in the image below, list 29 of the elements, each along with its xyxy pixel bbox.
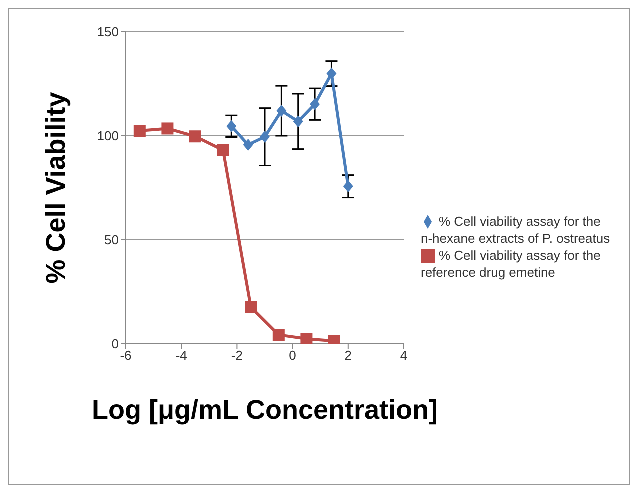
legend-label: % Cell viability assay for the reference drug emetine [421, 248, 601, 280]
x-tick-label: -6 [120, 348, 132, 364]
y-tick-label: 150 [97, 24, 119, 40]
x-axis-title: Log [μg/mL Concentration] [92, 395, 438, 425]
x-tick-label: -2 [231, 348, 243, 364]
point [310, 98, 320, 110]
x-tick-label: 2 [344, 348, 352, 364]
point [276, 105, 287, 118]
point [134, 125, 146, 138]
point [260, 131, 270, 144]
point [243, 138, 254, 151]
y-axis-title: % Cell Viability [41, 92, 71, 284]
y-tick-label: 50 [104, 232, 119, 248]
x-tick-label: 0 [289, 348, 296, 364]
point [190, 130, 202, 143]
y-tick-label: 100 [97, 128, 119, 144]
point [326, 68, 337, 80]
point [226, 120, 237, 132]
x-tick-label: -4 [176, 348, 188, 364]
point [300, 333, 313, 344]
point [293, 116, 304, 128]
y-tick-label: 0 [112, 336, 119, 352]
point [245, 301, 258, 314]
point [217, 144, 230, 156]
point [272, 329, 285, 342]
legend-label: % Cell viability assay for the n-hexane extracts of P. ostreatus [421, 214, 610, 246]
point [343, 180, 354, 193]
point [162, 122, 174, 135]
x-tick-label: 4 [400, 348, 408, 364]
